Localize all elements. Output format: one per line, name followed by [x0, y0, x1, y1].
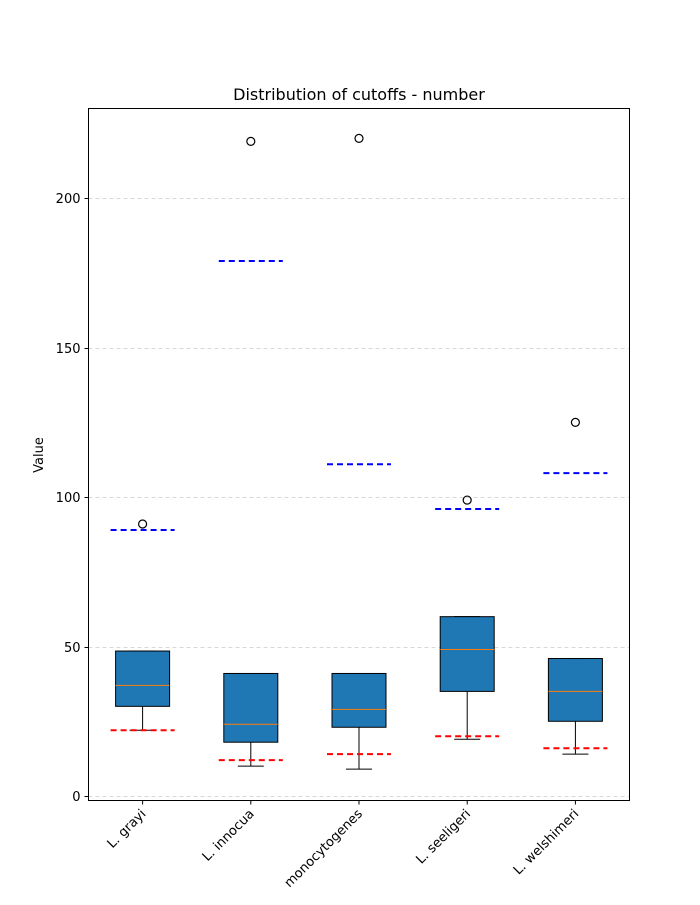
x-tick-label: L. seeligeri	[413, 807, 474, 868]
box-group	[543, 417, 608, 755]
chart-title: Distribution of cutoffs - number	[233, 85, 485, 104]
box-rect	[547, 658, 603, 722]
box-group	[110, 519, 175, 732]
y-axis-ticks: 0 50 100 150 200	[56, 192, 89, 805]
box-group	[218, 136, 283, 767]
box-series	[110, 133, 608, 770]
box-rect	[223, 672, 279, 743]
y-axis-label: Value	[32, 437, 47, 473]
box-group	[435, 495, 500, 740]
x-tick-label: L. grayi	[105, 807, 150, 852]
outlier-point	[462, 495, 472, 505]
y-tick-label: 50	[64, 641, 81, 656]
x-axis-ticks: L. grayi L. innocua monocytogenes L. seelig…	[105, 800, 582, 891]
outlier-point	[138, 519, 148, 529]
box-group	[327, 133, 391, 770]
outlier-point	[246, 136, 256, 146]
y-tick-label: 150	[56, 342, 81, 357]
x-tick-label: L. innocua	[200, 807, 258, 865]
outlier-point	[570, 417, 581, 427]
x-tick-label: monocytogenes	[282, 807, 366, 891]
box-rect	[115, 650, 171, 707]
y-tick-label: 100	[56, 491, 81, 506]
y-tick-label: 0	[72, 790, 80, 805]
box-rect	[439, 616, 495, 692]
x-tick-label: L. welshimeri	[511, 807, 582, 878]
box-rect	[331, 672, 387, 728]
grid-lines	[88, 198, 630, 797]
outlier-point	[354, 133, 364, 143]
y-tick-label: 200	[56, 192, 81, 207]
